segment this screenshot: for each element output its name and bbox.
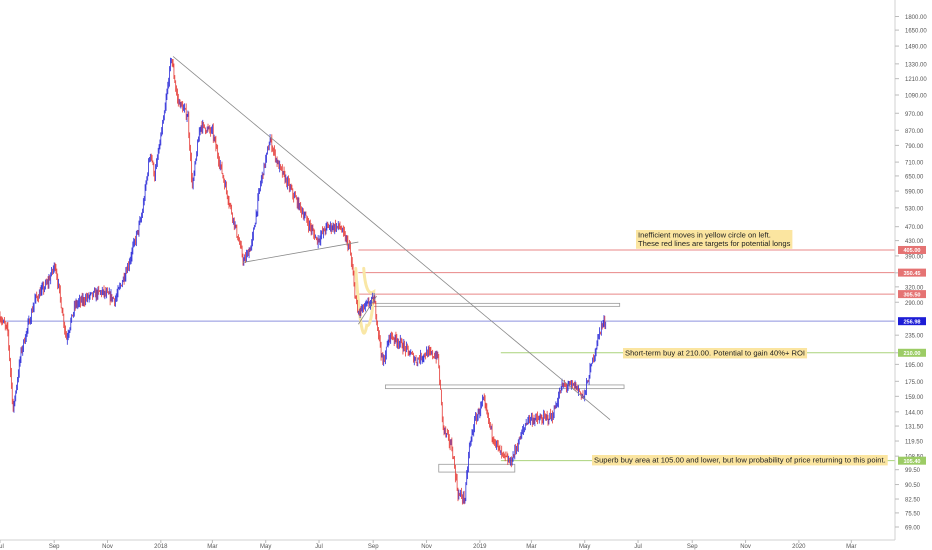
y-tick-label: 131.50 [905, 425, 924, 431]
y-tick-label: 1210.00 [905, 77, 927, 83]
zone-box [371, 302, 621, 307]
y-tick-label: 1800.00 [905, 15, 927, 21]
zone-box [385, 384, 625, 390]
annotations-group: Inefficient moves in yellow circle on le… [592, 230, 888, 466]
x-tick-label: Jul [315, 544, 323, 550]
level-price-label: 350.45 [903, 271, 920, 277]
y-tick-label: 530.00 [905, 206, 924, 212]
y-tick-label: 390.00 [905, 254, 924, 260]
x-tick-label: Nov [102, 544, 113, 550]
level-price-label: 210.00 [903, 351, 920, 357]
y-axis[interactable]: 1800.00 1650.00 1490.00 1330.00 1210.00 1090.… [894, 0, 927, 540]
y-tick-label: 320.00 [905, 285, 924, 291]
y-tick-label: 290.00 [905, 301, 924, 307]
annotation-note[interactable]: Inefficient moves in yellow circle on le… [636, 230, 793, 249]
y-tick-label: 590.00 [905, 190, 924, 196]
trend-line[interactable] [172, 56, 611, 420]
x-tick-label: Sep [687, 544, 698, 550]
level-price-label: 256.98 [903, 319, 920, 325]
x-tick-label: May [260, 544, 271, 550]
y-tick-label: 1090.00 [905, 94, 927, 100]
x-tick-label: 2018 [154, 544, 168, 550]
annotation-text: Inefficient moves in yellow circle on le… [638, 231, 771, 240]
x-tick-label: Mar [207, 544, 217, 550]
y-tick-label: 1330.00 [905, 62, 927, 68]
y-tick-label: 90.50 [905, 483, 921, 489]
level-price-tag[interactable] [898, 348, 926, 357]
trend-lines-group [172, 56, 611, 420]
annotation-text: These red lines are targets for potentia… [638, 239, 791, 248]
x-tick-label: Nov [740, 544, 751, 550]
x-tick-label: Jul [0, 544, 4, 550]
y-tick-label: 99.50 [905, 468, 921, 474]
y-tick-label: 159.00 [905, 395, 924, 401]
level-price-tag[interactable] [898, 317, 926, 326]
x-axis[interactable]: Jul Sep Nov 2018 Mar May Jul Sep Nov 2019 Mar May Ju… [0, 539, 895, 550]
level-price-label: 305.50 [903, 292, 920, 298]
x-tick-label: Mar [526, 544, 536, 550]
annotation-background [592, 455, 888, 466]
annotation-background [623, 348, 808, 359]
y-tick-label: 710.00 [905, 161, 924, 167]
y-tick-label: 650.00 [905, 174, 924, 180]
y-tick-label: 970.00 [905, 112, 924, 118]
trend-line[interactable] [242, 241, 359, 263]
x-tick-label: Jul [634, 544, 642, 550]
y-tick-label: 119.50 [905, 440, 924, 446]
annotation-text: Short-term buy at 210.00. Potential to g… [625, 349, 805, 358]
y-tick-label: 430.00 [905, 239, 924, 245]
y-tick-label: 82.50 [905, 498, 921, 504]
y-tick-label: 75.50 [905, 511, 921, 517]
highlight-group [354, 266, 376, 335]
x-tick-label: Mar [846, 544, 856, 550]
y-tick-label: 1490.00 [905, 45, 927, 51]
y-tick-label: 195.00 [905, 363, 924, 369]
trend-line[interactable] [358, 295, 378, 325]
x-tick-label: Sep [49, 544, 60, 550]
zone-box [438, 463, 516, 473]
y-tick-label: 235.00 [905, 334, 924, 340]
x-tick-label: May [579, 544, 590, 550]
level-price-tag[interactable] [898, 268, 926, 277]
annotation-note[interactable]: Short-term buy at 210.00. Potential to g… [623, 348, 808, 359]
level-price-tag[interactable] [898, 245, 926, 254]
y-tick-label: 470.00 [905, 225, 924, 231]
y-tick-label: 870.00 [905, 129, 924, 135]
candles-group [0, 57, 607, 505]
annotation-note[interactable]: Superb buy area at 105.00 and lower, but… [592, 455, 888, 466]
x-tick-label: Nov [421, 544, 432, 550]
x-tick-label: Sep [368, 544, 379, 550]
y-tick-label: 175.00 [905, 380, 924, 386]
x-tick-label: 2019 [473, 544, 487, 550]
annotation-text: Superb buy area at 105.00 and lower, but… [594, 456, 886, 465]
y-tick-label: 790.00 [905, 144, 924, 150]
level-price-label: 105.40 [903, 459, 920, 465]
y-tick-label: 1650.00 [905, 29, 927, 35]
inefficient-move-highlight [354, 266, 376, 335]
level-price-tag[interactable] [898, 290, 926, 299]
y-tick-label: 69.00 [905, 525, 921, 531]
level-price-tag[interactable] [898, 456, 926, 465]
y-tick-label: 144.00 [905, 410, 924, 416]
x-tick-label: 2020 [792, 544, 806, 550]
level-price-label: 405.00 [903, 248, 920, 254]
annotation-background [636, 230, 793, 249]
